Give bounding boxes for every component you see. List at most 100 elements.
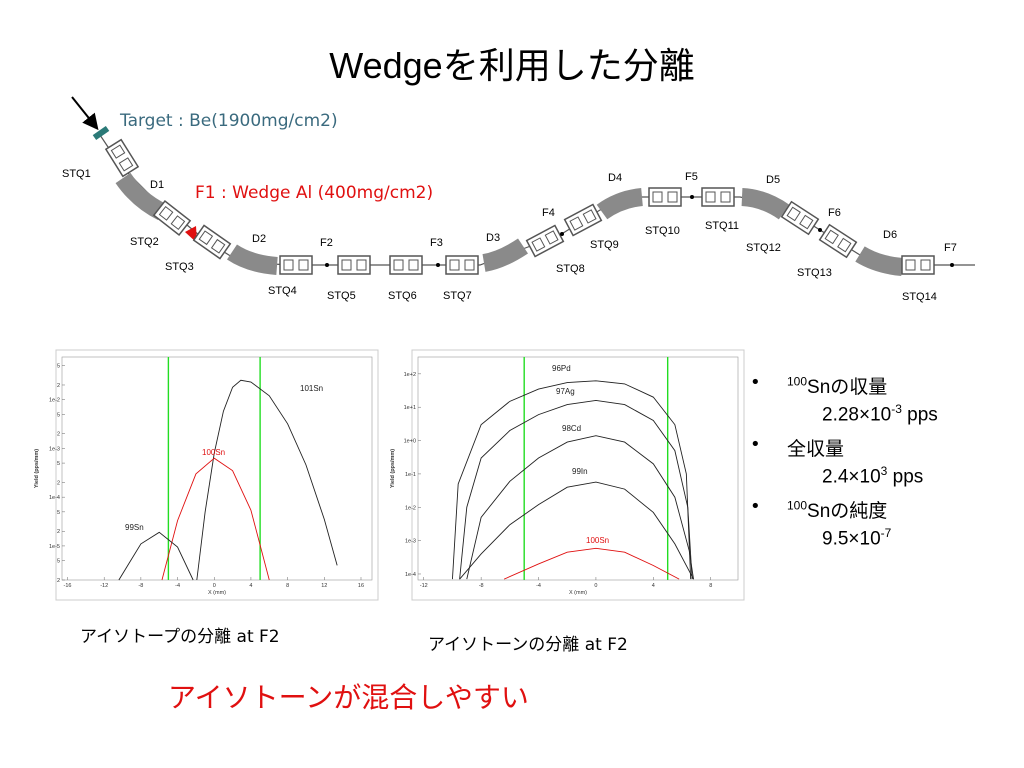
x-tick-label: 0 xyxy=(594,583,597,589)
quadrupole xyxy=(389,255,423,275)
element-label: STQ8 xyxy=(556,263,585,275)
quad-pole xyxy=(582,209,597,224)
curve-label: 98Cd xyxy=(562,424,581,433)
x-tick-label: -12 xyxy=(100,583,108,589)
quad-pole xyxy=(449,259,460,271)
x-tick-label: 8 xyxy=(286,583,289,589)
quad-pole xyxy=(341,259,352,271)
curve-label: 100Sn xyxy=(202,448,225,457)
y-tick-label: 1e+1 xyxy=(404,405,416,411)
curve-label: 101Sn xyxy=(300,384,323,393)
y-tick-label: 2 xyxy=(57,578,60,584)
quadrupole xyxy=(563,203,603,237)
quad-pole xyxy=(652,191,663,203)
y-tick-label: 1e-3 xyxy=(49,446,60,452)
quad-body xyxy=(563,203,603,237)
element-label: STQ10 xyxy=(645,225,680,237)
x-tick-label: -4 xyxy=(175,583,180,589)
element-label: F5 xyxy=(685,171,698,183)
element-label: D1 xyxy=(150,179,164,191)
caption: アイソトーンの分離 at F2 xyxy=(428,635,628,655)
element-label: D2 xyxy=(252,233,266,245)
curve-label: 99In xyxy=(572,467,588,476)
element-label: F2 xyxy=(320,237,333,249)
wedge-label: F1 : Wedge Al (400mg/cm2) xyxy=(195,183,433,203)
target xyxy=(92,125,110,141)
value-base: 2.28×10 xyxy=(822,404,892,426)
unit: pps xyxy=(887,466,924,488)
element-label: F7 xyxy=(944,242,957,254)
bullet-value: 2.4×103 pps xyxy=(822,464,923,488)
yield-curve xyxy=(466,435,694,580)
quad-pole xyxy=(667,191,678,203)
quad-pole xyxy=(705,191,716,203)
x-tick-label: 4 xyxy=(249,583,252,589)
element-label: D5 xyxy=(766,174,780,186)
curve-label: 100Sn xyxy=(586,536,609,545)
quad-pole xyxy=(198,230,214,246)
y-tick-label: 1e-4 xyxy=(49,495,60,501)
quad-pole xyxy=(393,259,404,271)
quadrupole xyxy=(279,255,313,275)
unit: pps xyxy=(901,404,938,426)
x-axis-label: X (mm) xyxy=(208,590,226,596)
quad-pole xyxy=(298,259,309,271)
bullet-heading: 100Snの収量 xyxy=(787,372,887,399)
element-label: STQ2 xyxy=(130,236,159,248)
quadrupole xyxy=(337,255,371,275)
element-label: STQ6 xyxy=(388,290,417,302)
quad-pole xyxy=(464,259,475,271)
element-label: STQ9 xyxy=(590,239,619,251)
chart-panel xyxy=(411,349,745,601)
y-axis-label: Yield (pps/mm) xyxy=(34,449,40,488)
quad-pole xyxy=(824,229,839,245)
target-label: Target : Be(1900mg/cm2) xyxy=(119,111,338,131)
y-tick-label: 2 xyxy=(57,480,60,486)
quadrupole xyxy=(152,200,192,236)
bullet-text: Snの収量 xyxy=(807,377,888,398)
x-tick-label: -16 xyxy=(64,583,72,589)
bullet-heading: 100Snの純度 xyxy=(787,496,887,523)
y-tick-label: 1e-2 xyxy=(405,505,416,511)
element-label: STQ11 xyxy=(705,220,739,232)
quadrupoles xyxy=(104,138,935,275)
quad-body xyxy=(192,224,232,260)
y-tick-label: 1e-1 xyxy=(405,472,416,478)
quad-pole xyxy=(799,214,814,230)
yield-curve xyxy=(459,399,693,580)
quad-pole xyxy=(356,259,367,271)
quad-pole xyxy=(110,144,126,159)
element-label: D6 xyxy=(883,229,897,241)
y-tick-label: 1e-3 xyxy=(405,539,416,545)
y-tick-label: 5 xyxy=(57,510,60,516)
y-tick-label: 2 xyxy=(57,383,60,389)
element-label: F4 xyxy=(542,207,555,219)
quad-pole xyxy=(920,259,931,271)
element-label: STQ7 xyxy=(443,290,472,302)
dipoles xyxy=(115,172,903,276)
quad-pole xyxy=(837,237,852,253)
bullet-marker: • xyxy=(750,434,761,455)
x-tick-label: -4 xyxy=(536,583,541,589)
plot-area xyxy=(417,356,739,581)
quad-pole xyxy=(283,259,294,271)
value-base: 9.5×10 xyxy=(822,528,881,550)
caption: アイソトープの分離 at F2 xyxy=(80,627,280,647)
y-tick-label: 5 xyxy=(57,559,60,565)
x-tick-label: -8 xyxy=(138,583,143,589)
quadrupole xyxy=(192,224,232,260)
y-tick-label: 5 xyxy=(57,364,60,370)
quadrupole xyxy=(780,200,820,236)
element-label: STQ14 xyxy=(902,291,937,303)
bullet-marker: • xyxy=(750,496,761,517)
bullet-value: 2.28×10-3 pps xyxy=(822,402,938,426)
x-tick-label: 12 xyxy=(321,583,327,589)
quadrupole xyxy=(648,187,682,207)
chart-panel xyxy=(55,349,379,601)
y-tick-label: 5 xyxy=(57,412,60,418)
y-tick-label: 1e-2 xyxy=(49,398,60,404)
bullet-heading: 全収量 xyxy=(787,434,844,461)
element-label: F6 xyxy=(828,207,841,219)
quad-pole xyxy=(158,205,174,221)
